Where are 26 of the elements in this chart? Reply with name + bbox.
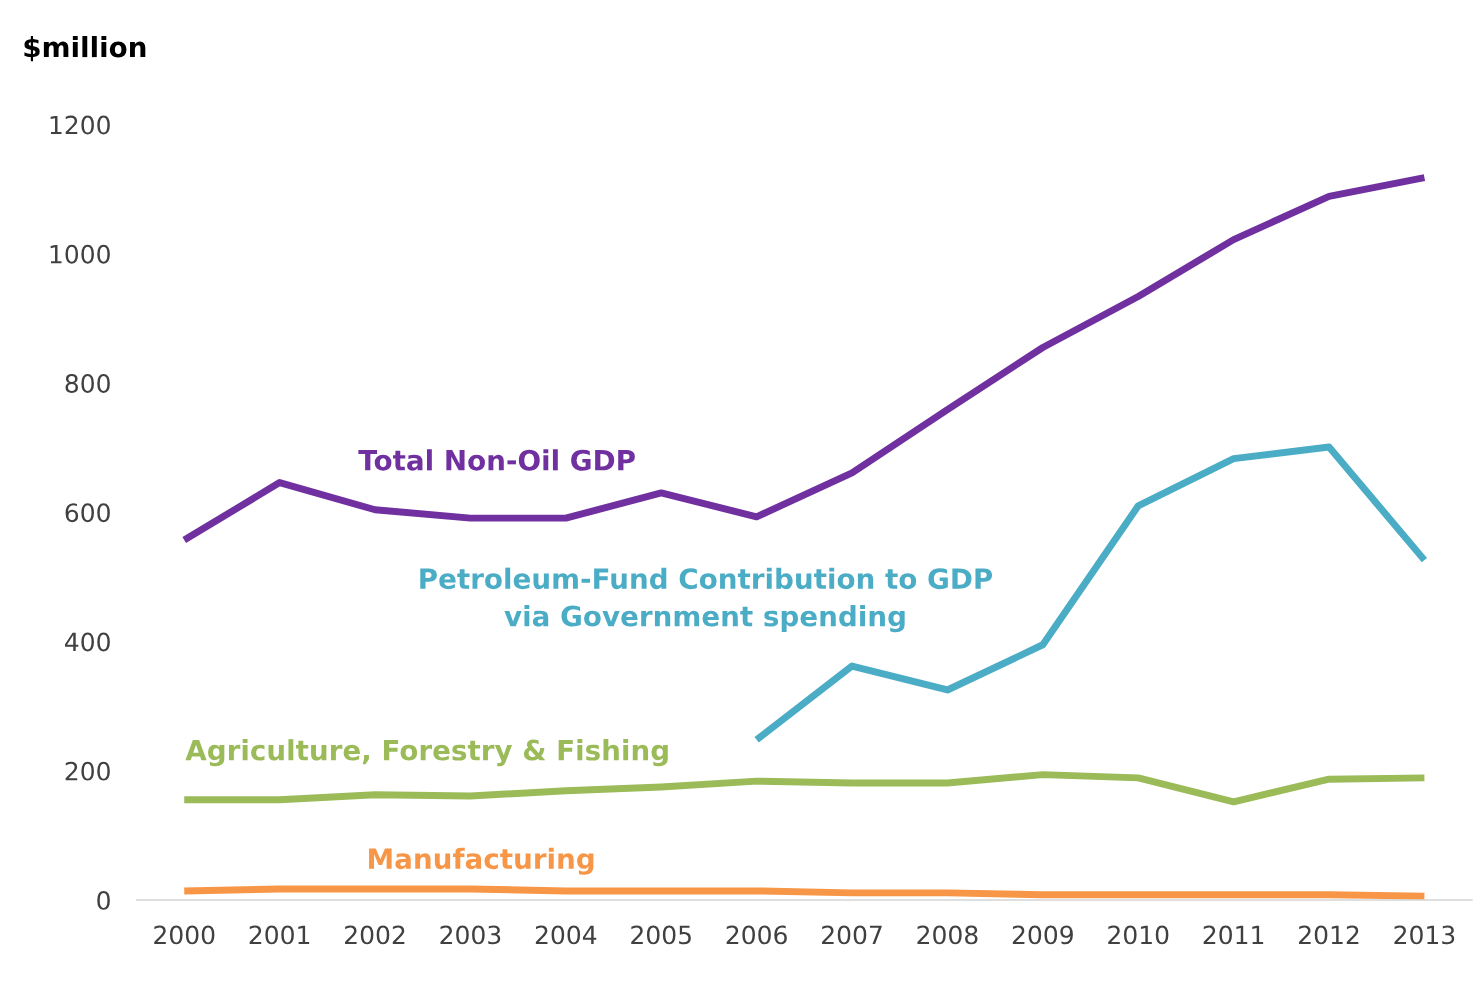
x-tick-label: 2004 (535, 925, 597, 945)
x-tick-label: 2011 (1203, 925, 1264, 945)
y-tick-label: 0 (97, 890, 110, 910)
series-label: Agriculture, Forestry & Fishing (185, 739, 668, 767)
x-tick-label: 2001 (249, 925, 310, 945)
x-tick-label: 2002 (345, 925, 405, 945)
series-label: Petroleum-Fund Contribution to GDP via Government spending (420, 567, 993, 633)
y-tick-label: 200 (65, 761, 110, 781)
y-tick-label: 800 (65, 374, 110, 393)
x-tick-label: 2008 (917, 925, 978, 945)
x-tick-label: 2003 (440, 925, 501, 945)
x-tick-label: 2009 (1012, 925, 1073, 945)
y-tick-label: 600 (65, 503, 110, 523)
x-tick-label: 2006 (726, 925, 787, 945)
series-label: Total Non-Oil GDP (358, 449, 635, 471)
y-tick-label: 1000 (50, 244, 110, 264)
x-tick-label: 2010 (1108, 925, 1169, 945)
x-tick-label: 2000 (154, 925, 215, 945)
x-tick-label: 2007 (822, 925, 882, 945)
y-tick-label: 1200 (50, 115, 110, 135)
x-tick-label: 2012 (1299, 925, 1359, 945)
x-tick-label: 2013 (1394, 925, 1455, 945)
y-axis-title: $million (24, 36, 146, 62)
series-label: Manufacturing (369, 847, 594, 875)
y-tick-label: 400 (65, 632, 110, 652)
x-tick-label: 2005 (631, 925, 691, 945)
